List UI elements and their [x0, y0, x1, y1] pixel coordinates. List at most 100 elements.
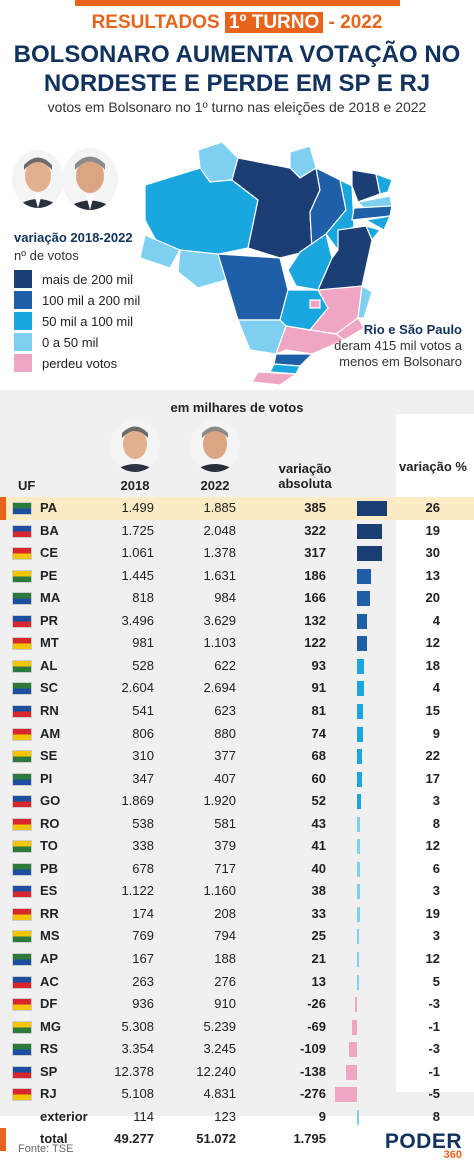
cell-2022: 407	[214, 770, 236, 786]
header-photo-2022	[190, 420, 240, 472]
state-flag-icon	[12, 998, 32, 1012]
cell-uf: PE	[40, 567, 58, 583]
state-flag-icon	[12, 524, 32, 538]
cell-uf: RS	[40, 1041, 59, 1057]
cell-abs: 38	[311, 883, 326, 899]
variation-bar	[357, 636, 367, 652]
variation-bar	[357, 501, 387, 516]
cell-2018: 936	[132, 996, 154, 1012]
cell-2018: 769	[132, 928, 154, 944]
variation-bar	[357, 839, 361, 855]
variation-bar	[357, 658, 365, 674]
legend-title: variação 2018-2022	[14, 230, 133, 245]
variation-bar	[348, 1042, 357, 1058]
table-row: RO 538 581 43 8	[0, 813, 474, 836]
table-row: BA 1.725 2.048 322 19	[0, 520, 474, 543]
cell-2022: 910	[214, 996, 236, 1012]
table-row: PA 1.499 1.885 385 26	[0, 497, 474, 520]
table-row: SP 12.378 12.240 -138 -1	[0, 1061, 474, 1084]
state-flag-icon	[12, 862, 32, 876]
map-region-rn	[375, 173, 393, 195]
map-region-mt	[217, 253, 289, 321]
variation-bar	[357, 861, 361, 877]
legend-item: 100 mil a 200 mil	[14, 291, 140, 309]
subtitle: votos em Bolsonaro no 1º turno nas eleiç…	[47, 99, 427, 115]
state-flag-icon	[12, 659, 32, 673]
cell-2018: 1.122	[121, 883, 154, 899]
cell-2018: 338	[132, 838, 154, 854]
cell-uf: RR	[40, 905, 59, 921]
header-photo-2018	[110, 420, 160, 472]
percent-column-background	[396, 414, 474, 1092]
total-2022: 51.072	[196, 1131, 236, 1147]
variation-bar	[357, 794, 362, 810]
cell-abs: 43	[311, 815, 326, 831]
state-flag-icon	[12, 840, 32, 854]
state-flag-icon	[12, 1043, 32, 1057]
cell-pct: 18	[425, 657, 440, 673]
legend-item: mais de 200 mil	[14, 270, 133, 288]
variation-bar	[357, 591, 370, 607]
cell-abs: 74	[311, 725, 326, 741]
headline: BOLSONARO AUMENTA VOTAÇÃO NO NORDESTE E …	[0, 40, 474, 98]
col-header-2018: 2018	[120, 478, 150, 493]
legend-label: 100 mil a 200 mil	[42, 292, 141, 308]
logo-number: 360	[443, 1149, 462, 1161]
cell-2022: 984	[214, 590, 236, 606]
legend-item: perdeu votos	[14, 354, 117, 372]
cell-pct: 9	[432, 725, 440, 741]
cell-abs: 13	[311, 973, 326, 989]
cell-uf: SE	[40, 748, 58, 764]
variation-bar	[346, 1064, 357, 1080]
cell-2018: 114	[133, 1108, 154, 1124]
table-row: RS 3.354 3.245 -109 -3	[0, 1038, 474, 1061]
map-region-es	[357, 285, 373, 319]
cell-uf: MT	[40, 635, 59, 651]
cell-2022: 581	[214, 815, 236, 831]
cell-pct: 6	[432, 860, 440, 876]
kicker-box: 1º TURNO	[224, 12, 324, 33]
cell-abs: 40	[311, 860, 326, 876]
cell-2018: 1.445	[121, 567, 154, 583]
cell-2022: 12.240	[196, 1063, 236, 1079]
cell-2018: 3.496	[121, 612, 154, 628]
table-row: ES 1.122 1.160 38 3	[0, 880, 474, 903]
table-row: AL 528 622 93 18	[0, 655, 474, 678]
cell-pct: -3	[428, 996, 440, 1012]
cell-uf: RN	[40, 702, 59, 718]
cell-abs: 91	[311, 680, 326, 696]
table-row: PB 678 717 40 6	[0, 858, 474, 881]
cell-pct: 22	[425, 748, 440, 764]
cell-pct: 5	[432, 973, 440, 989]
cell-2022: 1.885	[203, 500, 236, 515]
cell-pct: 30	[425, 545, 440, 561]
cell-2018: 818	[132, 590, 154, 606]
variation-bar	[357, 929, 359, 945]
cell-2022: 2.048	[203, 522, 236, 538]
cell-pct: 13	[425, 567, 440, 583]
variation-bar	[357, 568, 372, 584]
cell-abs: -69	[307, 1018, 326, 1034]
cell-abs: -26	[307, 996, 326, 1012]
cell-uf: ES	[40, 883, 58, 899]
cell-abs: 68	[311, 748, 326, 764]
variation-bar	[357, 974, 359, 990]
table-row: AC 263 276 13 5	[0, 971, 474, 994]
table-row: MA 818 984 166 20	[0, 587, 474, 610]
cell-2022: 123	[214, 1108, 236, 1124]
cell-pct: 3	[432, 883, 440, 899]
table-row: SC 2.604 2.694 91 4	[0, 677, 474, 700]
legend-swatch	[14, 354, 32, 372]
state-flag-icon	[12, 907, 32, 921]
table-row: PE 1.445 1.631 186 13	[0, 565, 474, 588]
cell-2022: 208	[214, 905, 236, 921]
state-flag-icon	[12, 614, 32, 628]
variation-bar	[357, 884, 360, 900]
cell-abs: -138	[299, 1063, 326, 1079]
cell-pct: -5	[428, 1086, 440, 1102]
total-label: total	[40, 1131, 68, 1147]
map-region-al	[364, 215, 391, 231]
kicker: RESULTADOS 1º TURNO - 2022	[0, 12, 474, 34]
legend-label: perdeu votos	[42, 355, 118, 371]
headline-line-2: NORDESTE E PERDE EM SP E RJ	[43, 70, 431, 97]
